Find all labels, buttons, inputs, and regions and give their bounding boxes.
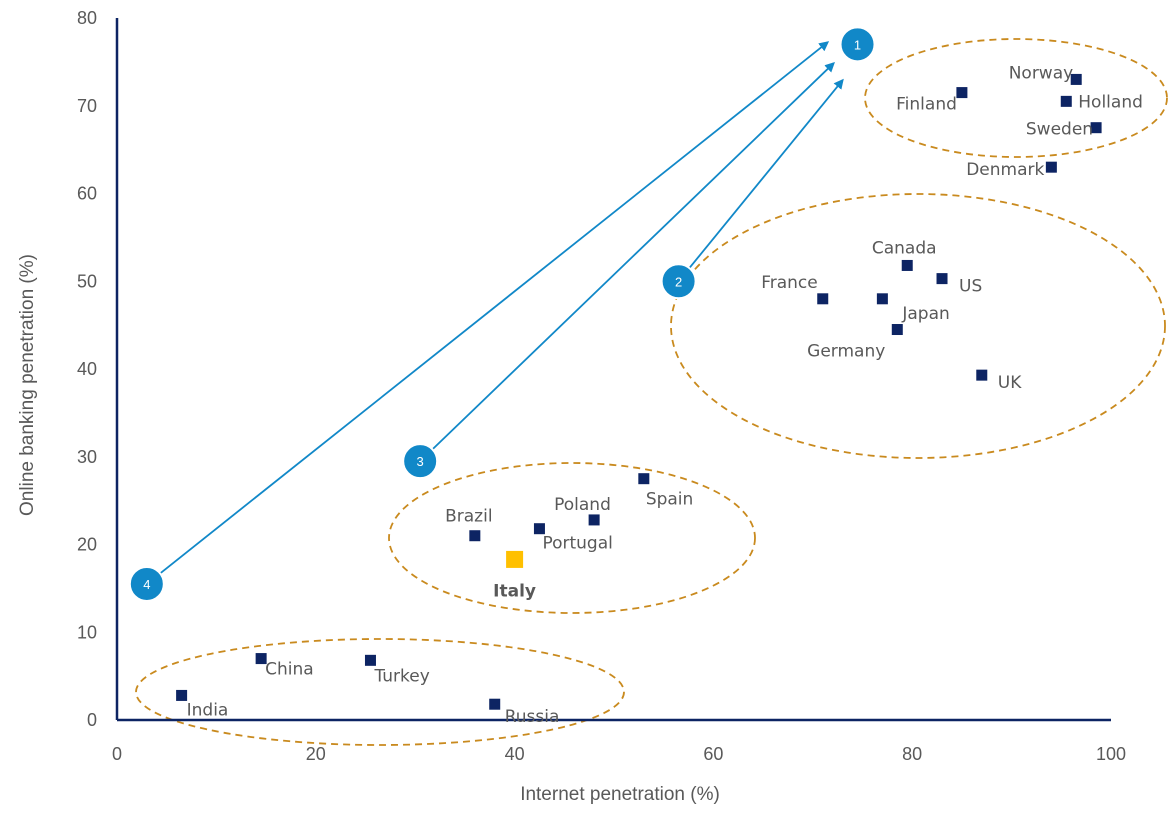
step-badge-circle [402,443,439,480]
point-label-germany: Germany [807,342,885,362]
point-us [936,273,948,285]
point-label-portugal: Portugal [542,534,612,554]
point-sweden [1090,122,1102,134]
x-tick-label: 100 [1096,744,1126,764]
point-label-france: France [761,273,818,293]
point-poland [588,514,600,526]
y-tick-label: 10 [77,622,97,642]
step-badge-label: 1 [854,37,861,52]
y-tick-label: 50 [77,271,97,291]
arrow-3-to-1 [431,61,835,450]
point-finland [956,87,968,99]
y-tick-label: 80 [77,8,97,28]
point-label-turkey: Turkey [373,666,429,686]
x-tick-label: 40 [505,744,525,764]
data-points [176,73,1102,710]
cluster-ellipse-nordics [864,38,1168,158]
point-germany [891,324,903,336]
y-tick-labels: 0 10 20 30 40 50 60 70 80 [77,8,97,730]
point-label-us: US [959,277,982,297]
arrows [159,41,844,575]
point-turkey [364,654,376,666]
y-tick-label: 30 [77,447,97,467]
point-holland [1060,95,1072,107]
point-label-finland: Finland [896,95,957,115]
point-japan [876,293,888,305]
point-canada [901,259,913,271]
point-label-india: India [187,700,229,720]
x-tick-label: 80 [902,744,922,764]
step-badge-label: 4 [143,577,150,592]
point-spain [638,473,650,485]
step-badge-4: 4 [128,565,165,602]
axes [115,18,1111,722]
arrow-4-to-1 [159,41,830,575]
step-badge-label: 2 [675,274,682,289]
point-label-uk: UK [998,373,1022,393]
point-portugal [533,523,545,535]
point-label-sweden: Sweden [1026,120,1093,140]
data-labels: Norway Finland Holland Sweden Denmark Canada U… [187,63,1143,727]
point-label-italy: Italy [493,581,536,601]
point-label-russia: Russia [505,707,560,727]
point-china [255,653,267,665]
cluster-ellipse-emerging-europe [388,462,756,614]
step-badge-circle [128,565,165,602]
point-label-norway: Norway [1009,63,1074,83]
y-axis-title: Online banking penetration (%) [17,254,38,516]
point-label-japan: Japan [901,304,949,324]
cluster-ellipse-developed [670,193,1166,459]
point-russia [489,698,501,710]
step-badge-2: 2 [660,263,697,300]
step-badge-1: 1 [839,26,876,63]
point-label-spain: Spain [646,490,694,510]
point-italy [506,550,524,568]
point-label-denmark: Denmark [966,160,1044,180]
point-label-china: China [265,660,314,680]
step-badge-label: 3 [417,454,424,469]
y-tick-label: 0 [87,710,97,730]
point-uk [976,369,988,381]
step-badge-3: 3 [402,443,439,480]
step-badge-circle [839,26,876,63]
y-tick-label: 40 [77,359,97,379]
step-badges: 1 2 3 4 [128,26,876,602]
point-denmark [1045,161,1057,173]
x-tick-label: 0 [112,744,122,764]
point-label-canada: Canada [872,238,937,258]
step-badge-circle [660,263,697,300]
x-tick-labels: 0 20 40 60 80 100 [112,744,1126,764]
x-tick-label: 20 [306,744,326,764]
point-brazil [469,530,481,542]
y-tick-label: 20 [77,535,97,555]
y-tick-label: 70 [77,96,97,116]
point-france [817,293,829,305]
point-label-holland: Holland [1078,92,1143,112]
cluster-ellipses [135,38,1168,746]
x-axis-title: Internet penetration (%) [520,784,720,805]
x-tick-label: 60 [703,744,723,764]
y-tick-label: 60 [77,184,97,204]
point-india [176,689,188,701]
arrow-2-to-1 [688,78,844,269]
point-label-poland: Poland [554,495,611,515]
point-norway [1070,73,1082,85]
cluster-ellipse-emerging-asia [135,638,625,746]
point-label-brazil: Brazil [445,507,492,527]
